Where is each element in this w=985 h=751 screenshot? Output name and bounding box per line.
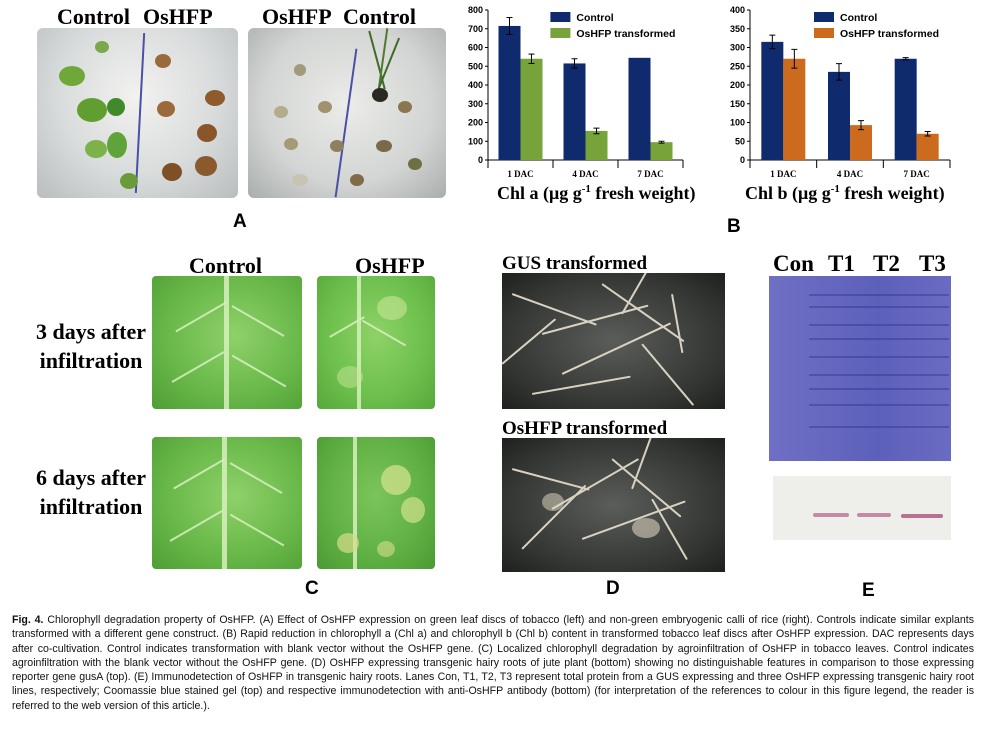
x-tick-label: 1 DAC (770, 169, 796, 179)
lane-t2-label: T2 (873, 251, 900, 276)
panel-c-col-oshfp: OsHFP (355, 253, 425, 278)
y-tick-label: 400 (730, 5, 745, 15)
caption-figure-number: Fig. 4. (12, 614, 44, 626)
panel-a-label-control-left: Control (57, 4, 130, 29)
x-tick-label: 4 DAC (572, 169, 598, 179)
legend-label: Control (840, 12, 877, 24)
bar-control-4-dac (828, 71, 850, 160)
panel-c-letter: C (305, 578, 319, 599)
leaf-disc-petri-dish (37, 28, 238, 198)
gus-roots-image (502, 273, 725, 409)
y-tick-label: 300 (468, 99, 483, 109)
y-tick-label: 200 (730, 80, 745, 90)
oshfp-roots-image (502, 438, 725, 572)
legend-label: OsHFP transformed (576, 28, 675, 40)
chl-b-bar-chart: 0 50 100 150 200 250 300 350 400 1 DAC 4 DAC 7 DAC C… (730, 5, 951, 179)
lane-t3-label: T3 (919, 251, 946, 276)
y-tick-label: 800 (468, 5, 483, 15)
x-tick-label: 7 DAC (904, 169, 930, 179)
lane-con-label: Con (773, 251, 814, 276)
bar-oshfp-transformed-7-dac (916, 133, 939, 160)
chl-a-bar-chart: 0 100 200 300 400 500 600 700 800 1 DAC 4 DAC 7 DAC… (468, 5, 684, 179)
bar-oshfp-transformed-7-dac (650, 142, 673, 160)
bar-control-7-dac (894, 58, 917, 160)
y-tick-label: 400 (468, 80, 483, 90)
panel-e-letter: E (862, 580, 875, 601)
bar-control-4-dac (563, 63, 586, 160)
panel-a-label-control-right: Control (343, 4, 416, 29)
legend-label: Control (576, 12, 613, 24)
coomassie-gel (769, 276, 951, 461)
leaf-oshfp-3-days (317, 276, 435, 409)
bar-control-1-dac (498, 25, 521, 160)
bar-oshfp-transformed-1-dac (783, 58, 806, 160)
legend-swatch (550, 12, 571, 22)
y-tick-label: 0 (478, 155, 483, 165)
lane-t1-label: T1 (828, 251, 855, 276)
y-tick-label: 500 (468, 61, 483, 71)
x-tick-label: 1 DAC (507, 169, 533, 179)
figure-caption: Fig. 4. Chlorophyll degradation property… (12, 613, 974, 713)
panel-c-col-control: Control (189, 253, 262, 278)
legend-swatch (550, 28, 571, 38)
panel-b-letter: B (727, 216, 741, 237)
y-tick-label: 600 (468, 43, 483, 53)
y-tick-label: 700 (468, 24, 483, 34)
y-tick-label: 150 (730, 99, 745, 109)
row-3-days-label: 3 days after infiltration (36, 319, 146, 373)
bar-oshfp-transformed-1-dac (520, 58, 543, 160)
y-tick-label: 250 (730, 61, 745, 71)
immunoblot (773, 476, 951, 540)
panel-a-label-oshfp-left: OsHFP (143, 4, 213, 29)
y-tick-label: 100 (730, 118, 745, 128)
chl-a-axis-label: Chl a (μg g-1 fresh weight) (497, 183, 696, 203)
bar-control-7-dac (628, 57, 651, 160)
leaf-control-3-days (152, 276, 302, 409)
caption-text: Chlorophyll degradation property of OsHF… (12, 614, 974, 712)
legend-swatch (814, 28, 834, 38)
row-6-days-label: 6 days after infiltration (36, 465, 146, 519)
legend-label: OsHFP transformed (840, 28, 939, 40)
chl-b-axis-label: Chl b (μg g-1 fresh weight) (745, 183, 945, 203)
panel-d-letter: D (606, 578, 620, 599)
oshfp-transformed-label: OsHFP transformed (502, 418, 668, 439)
gus-transformed-label: GUS transformed (502, 253, 648, 274)
bar-control-1-dac (761, 41, 784, 160)
y-tick-label: 350 (730, 24, 745, 34)
x-tick-label: 7 DAC (637, 169, 663, 179)
x-tick-label: 4 DAC (837, 169, 863, 179)
panel-a-letter: A (233, 211, 247, 232)
leaf-control-6-days (152, 437, 302, 569)
bar-oshfp-transformed-4-dac (850, 125, 872, 160)
y-tick-label: 300 (730, 43, 745, 53)
y-tick-label: 0 (740, 155, 745, 165)
leaf-oshfp-6-days (317, 437, 435, 569)
y-tick-label: 100 (468, 136, 483, 146)
y-tick-label: 50 (735, 136, 745, 146)
bar-oshfp-transformed-4-dac (585, 130, 608, 160)
legend-swatch (814, 12, 834, 22)
panel-a-label-oshfp-right: OsHFP (262, 4, 332, 29)
callus-petri-dish (248, 28, 446, 198)
y-tick-label: 200 (468, 118, 483, 128)
